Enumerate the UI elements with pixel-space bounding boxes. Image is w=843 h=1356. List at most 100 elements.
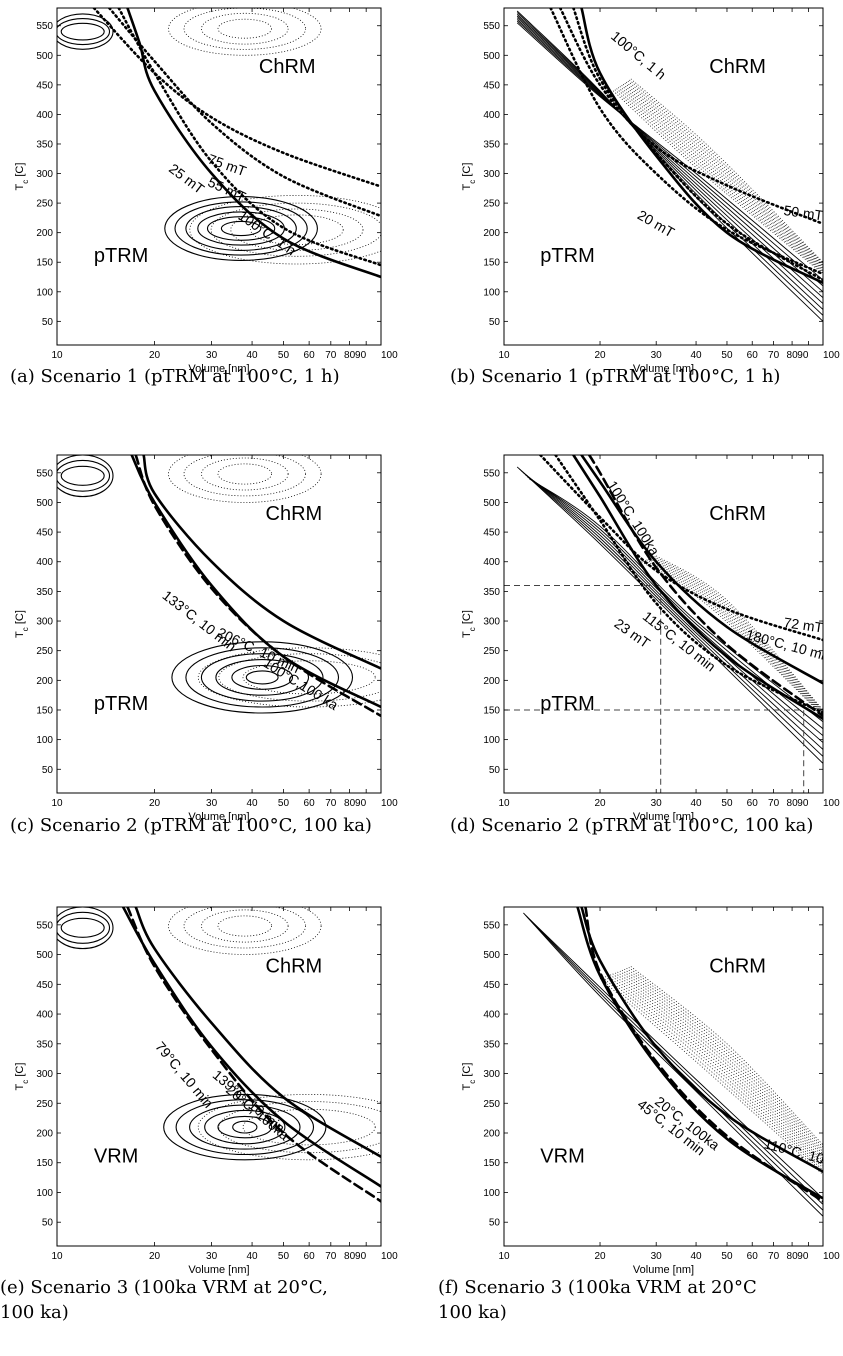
contour-line — [521, 470, 823, 750]
contour-ellipse — [183, 907, 306, 949]
y-tick-label: 250 — [36, 646, 53, 657]
region-label: pTRM — [94, 245, 148, 267]
x-tick-label: 10 — [51, 1251, 63, 1262]
curve-label: 20°C, 100ka — [223, 1081, 293, 1143]
figure-caption: (a) Scenario 1 (pTRM at 100°C, 1 h) — [10, 366, 340, 387]
x-tick-label: 60 — [747, 798, 759, 809]
x-tick-label: 90 — [355, 798, 367, 809]
contour-line — [516, 20, 823, 287]
x-tick-label: 70 — [768, 1251, 780, 1262]
x-tick-label: 90 — [797, 350, 809, 361]
contour-ellipse — [175, 1099, 315, 1156]
contour-ellipse — [60, 465, 105, 486]
y-tick-label: 250 — [483, 646, 500, 657]
y-tick-label: 350 — [483, 139, 500, 150]
y-tick-label: 450 — [483, 80, 500, 91]
y-axis-label: Tc [C] — [461, 163, 477, 191]
plot-frame — [56, 7, 382, 346]
contour-ellipse — [57, 455, 114, 498]
y-tick-label: 500 — [483, 51, 500, 62]
series-curve — [576, 907, 823, 1200]
x-tick-label: 10 — [498, 798, 510, 809]
y-tick-label: 250 — [36, 1099, 53, 1110]
x-tick-label: 80 — [787, 1251, 799, 1262]
y-tick-label: 500 — [483, 498, 500, 509]
contour-line — [525, 474, 823, 737]
region-label: VRM — [94, 1146, 138, 1168]
contour-line — [528, 918, 823, 1199]
x-tick-label: 70 — [325, 798, 337, 809]
contour-line — [605, 976, 823, 1171]
contour-line — [614, 972, 823, 1162]
x-axis-label: Volume [nm] — [188, 1264, 249, 1276]
y-tick-label: 50 — [489, 1218, 501, 1229]
contour-ellipse — [168, 907, 322, 955]
x-tick-label: 30 — [206, 798, 218, 809]
y-tick-label: 250 — [36, 199, 53, 210]
y-tick-label: 300 — [36, 169, 53, 180]
x-tick-label: 100 — [381, 798, 398, 809]
y-tick-label: 300 — [483, 1069, 500, 1080]
x-tick-label: 80 — [787, 798, 799, 809]
region-label: pTRM — [540, 693, 594, 715]
contour-ellipse — [245, 670, 279, 685]
x-tick-label: 70 — [325, 1251, 337, 1262]
curve-label: 20 mT — [635, 207, 678, 241]
contour-line — [621, 85, 823, 269]
plot-frame — [503, 906, 824, 1247]
contour-ellipse — [217, 915, 272, 937]
x-tick-label: 80 — [344, 350, 356, 361]
figure-caption: 100 ka) — [0, 1302, 69, 1323]
x-tick-label: 50 — [721, 1251, 733, 1262]
x-tick-label: 50 — [721, 350, 733, 361]
x-tick-label: 70 — [768, 350, 780, 361]
series-curve — [126, 8, 381, 279]
series-curve — [558, 8, 823, 226]
x-tick-label: 50 — [721, 798, 733, 809]
y-tick-label: 100 — [483, 735, 500, 746]
series-curve — [130, 455, 381, 709]
contour-ellipse — [217, 463, 272, 485]
contour-ellipse — [60, 22, 105, 41]
contour-line — [516, 466, 823, 764]
contour-ellipse — [171, 641, 354, 714]
contour-ellipse — [163, 1093, 327, 1161]
contour-ellipse — [164, 196, 318, 261]
y-tick-label: 550 — [36, 468, 53, 479]
contour-line — [523, 912, 823, 1217]
x-tick-label: 10 — [498, 1251, 510, 1262]
contour-line — [602, 977, 823, 1173]
contour-ellipse — [57, 911, 111, 944]
contour-ellipse — [242, 660, 376, 695]
contour-ellipse — [174, 201, 308, 256]
contour-ellipse — [217, 18, 272, 39]
plot-frame — [56, 906, 382, 1247]
y-tick-label: 550 — [483, 21, 500, 32]
y-tick-label: 450 — [36, 528, 53, 539]
figure-caption: (f) Scenario 3 (100ka VRM at 20°C — [438, 1277, 757, 1298]
x-tick-label: 50 — [278, 798, 290, 809]
plot-frame — [503, 7, 824, 346]
x-tick-label: 40 — [247, 1251, 259, 1262]
series-curve — [572, 8, 823, 282]
figure-caption: (e) Scenario 3 (100ka VRM at 20°C, — [0, 1277, 328, 1298]
x-axis-label: Volume [nm] — [633, 363, 694, 375]
contour-line — [618, 87, 823, 272]
y-tick-label: 300 — [483, 169, 500, 180]
y-tick-label: 100 — [483, 287, 500, 298]
y-tick-label: 500 — [36, 51, 53, 62]
series-curve — [587, 455, 823, 718]
contour-ellipse — [204, 1109, 286, 1145]
y-tick-label: 450 — [483, 528, 500, 539]
x-tick-label: 60 — [747, 350, 759, 361]
y-tick-label: 200 — [483, 1129, 500, 1140]
contour-ellipse — [168, 455, 322, 503]
x-tick-label: 10 — [51, 350, 63, 361]
y-tick-label: 150 — [36, 1158, 53, 1169]
y-tick-label: 500 — [36, 498, 53, 509]
y-tick-label: 200 — [36, 1129, 53, 1140]
contour-ellipse — [200, 653, 324, 702]
